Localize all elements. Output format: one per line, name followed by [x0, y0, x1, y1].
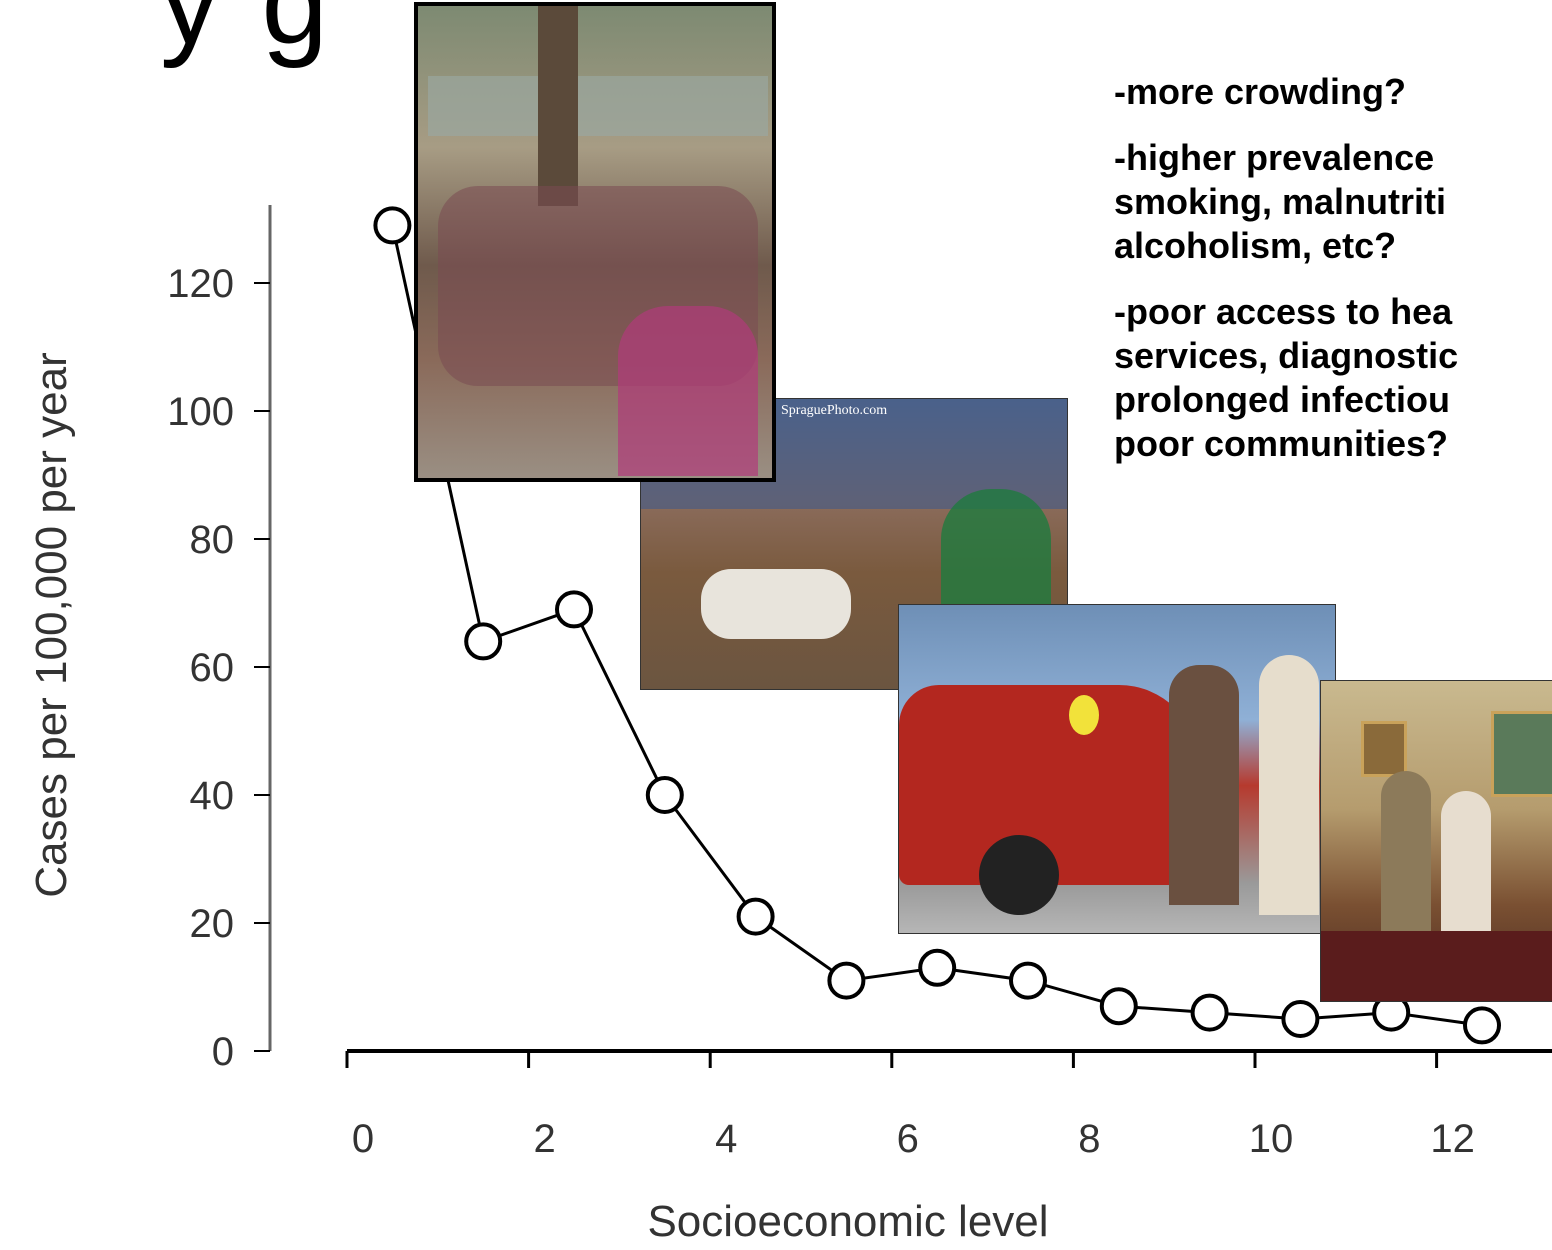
data-point [1009, 961, 1047, 1000]
note-item: -higher prevalence smoking, malnutriti alc… [1114, 136, 1552, 268]
note-line: alcoholism, etc? [1114, 225, 1397, 266]
note-line: -poor access to hea [1114, 291, 1453, 332]
data-point [1190, 993, 1229, 1032]
x-tick-label: 12 [1430, 1117, 1475, 1161]
y-tick-label: 0 [212, 1030, 234, 1074]
note-line: smoking, malnutriti [1114, 181, 1447, 222]
y-tick-label: 60 [190, 646, 235, 690]
note-line: prolonged infectiou [1114, 379, 1450, 420]
y-tick-label: 20 [190, 902, 235, 946]
x-tick-label: 6 [897, 1117, 919, 1161]
x-tick-label: 0 [352, 1117, 374, 1161]
data-point [736, 897, 775, 936]
photo-family-living-room [1320, 680, 1552, 1002]
data-point [918, 948, 957, 987]
data-point [373, 206, 412, 245]
notes-list: -more crowding? -higher prevalence smoking… [1114, 70, 1552, 488]
y-tick-label: 100 [167, 390, 234, 434]
note-item: -more crowding? [1114, 70, 1552, 114]
data-point [1099, 987, 1138, 1026]
note-line: poor communities? [1114, 423, 1449, 464]
slide-title-fragment: y g [160, 0, 333, 69]
photo-credit: SpraguePhoto.com [781, 403, 888, 418]
data-point [1281, 1000, 1320, 1038]
x-tick-label: 2 [533, 1117, 555, 1161]
y-tick-label: 120 [167, 262, 234, 306]
note-line: services, diagnostic [1114, 335, 1459, 376]
x-tick-label: 10 [1249, 1117, 1294, 1161]
note-line: -more crowding? [1114, 71, 1407, 112]
data-point [1463, 1006, 1501, 1045]
x-axis-label: Socioeconomic level [647, 1197, 1048, 1246]
data-point [555, 590, 593, 629]
data-point [645, 776, 684, 814]
x-tick-label: 4 [715, 1117, 737, 1161]
note-line: -higher prevalence [1114, 137, 1435, 178]
y-tick-label: 80 [190, 518, 235, 562]
photo-family-with-car [898, 604, 1336, 934]
data-point [827, 961, 866, 1000]
note-item: -poor access to hea services, diagnostic p… [1114, 290, 1552, 466]
data-point [464, 622, 503, 661]
y-tick-label: 40 [190, 774, 235, 818]
photo-slum-family [414, 2, 776, 482]
x-tick-label: 8 [1078, 1117, 1100, 1161]
y-axis-label: Cases per 100,000 per year [27, 352, 76, 897]
